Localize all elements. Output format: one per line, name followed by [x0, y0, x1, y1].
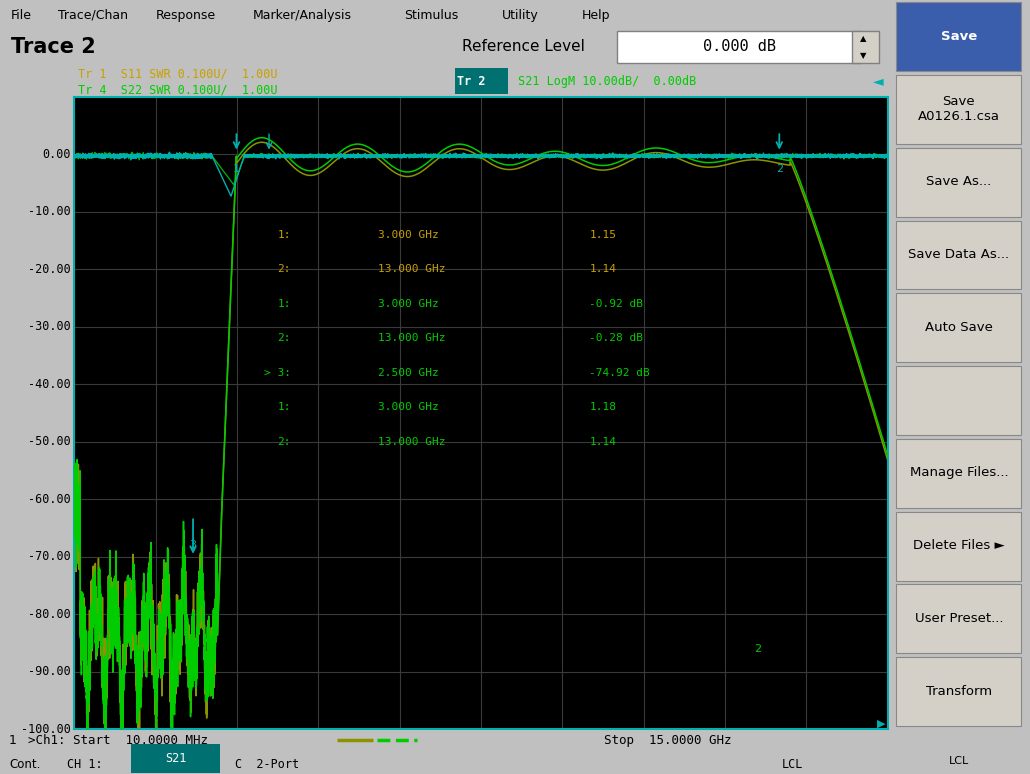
Text: -74.92 dB: -74.92 dB	[589, 368, 650, 378]
Text: Save Data As...: Save Data As...	[908, 248, 1009, 261]
Text: -0.28 dB: -0.28 dB	[589, 333, 644, 343]
FancyBboxPatch shape	[132, 744, 220, 773]
FancyBboxPatch shape	[896, 75, 1022, 144]
Text: -70.00: -70.00	[28, 550, 71, 563]
Text: Cont.: Cont.	[9, 758, 40, 771]
Text: 1.18: 1.18	[589, 402, 616, 413]
Text: 1.14: 1.14	[589, 437, 616, 447]
FancyBboxPatch shape	[853, 31, 879, 63]
Text: LCL: LCL	[782, 758, 802, 771]
Text: 1: 1	[9, 734, 16, 747]
Text: Utility: Utility	[502, 9, 539, 22]
Text: 2.500 GHz: 2.500 GHz	[378, 368, 439, 378]
Text: C  2-Port: C 2-Port	[235, 758, 300, 771]
Text: 1:: 1:	[277, 299, 290, 309]
Text: -90.00: -90.00	[28, 665, 71, 678]
Text: User Preset...: User Preset...	[915, 612, 1003, 625]
Text: Marker/Analysis: Marker/Analysis	[253, 9, 352, 22]
Text: -50.00: -50.00	[28, 435, 71, 448]
Text: 3.000 GHz: 3.000 GHz	[378, 230, 439, 240]
Text: -60.00: -60.00	[28, 493, 71, 505]
Text: 2: 2	[754, 644, 761, 653]
Text: 1: 1	[233, 163, 240, 173]
Text: LCL: LCL	[949, 756, 969, 766]
Text: Transform: Transform	[926, 685, 992, 697]
Text: 2:: 2:	[277, 333, 290, 343]
Text: -10.00: -10.00	[28, 205, 71, 218]
Text: ◄: ◄	[873, 74, 884, 88]
Text: Save: Save	[940, 30, 977, 43]
Text: Tr 4  S22 SWR 0.100U/  1.00U: Tr 4 S22 SWR 0.100U/ 1.00U	[78, 84, 278, 97]
Text: 2:: 2:	[277, 264, 290, 274]
Text: Manage Files...: Manage Files...	[909, 467, 1008, 479]
Text: 2:: 2:	[277, 437, 290, 447]
Text: S21: S21	[165, 752, 186, 765]
Text: Tr 1  S11 SWR 0.100U/  1.00U: Tr 1 S11 SWR 0.100U/ 1.00U	[78, 67, 278, 80]
Text: 1.14: 1.14	[589, 264, 616, 274]
Text: Reference Level: Reference Level	[461, 39, 585, 54]
Text: 1:: 1:	[277, 230, 290, 240]
FancyBboxPatch shape	[896, 512, 1022, 580]
Text: Delete Files ►: Delete Files ►	[913, 539, 1005, 552]
Text: CH 1:: CH 1:	[67, 758, 102, 771]
Text: Response: Response	[156, 9, 215, 22]
Text: 2: 2	[776, 163, 783, 173]
Text: 3.000 GHz: 3.000 GHz	[378, 299, 439, 309]
Text: 3.000 GHz: 3.000 GHz	[378, 402, 439, 413]
FancyBboxPatch shape	[896, 293, 1022, 362]
FancyBboxPatch shape	[896, 148, 1022, 217]
Text: Save As...: Save As...	[926, 176, 992, 188]
Text: -40.00: -40.00	[28, 378, 71, 391]
Text: Trace/Chan: Trace/Chan	[58, 9, 128, 22]
FancyBboxPatch shape	[455, 68, 508, 94]
FancyBboxPatch shape	[896, 2, 1022, 71]
Text: ▶: ▶	[878, 719, 886, 729]
Text: Stop  15.0000 GHz: Stop 15.0000 GHz	[604, 734, 731, 747]
Text: 0.00: 0.00	[42, 148, 71, 161]
Text: Tr 2: Tr 2	[457, 75, 486, 87]
Text: S21 LogM 10.00dB/  0.00dB: S21 LogM 10.00dB/ 0.00dB	[511, 75, 696, 87]
Text: -30.00: -30.00	[28, 320, 71, 333]
Text: 0.000 dB: 0.000 dB	[703, 39, 776, 54]
FancyBboxPatch shape	[896, 584, 1022, 653]
Text: Trace 2: Trace 2	[10, 37, 96, 57]
Text: Help: Help	[582, 9, 610, 22]
Text: ▲: ▲	[860, 34, 866, 43]
FancyBboxPatch shape	[896, 366, 1022, 435]
Text: 13.000 GHz: 13.000 GHz	[378, 264, 445, 274]
Text: > 3:: > 3:	[264, 368, 290, 378]
Text: 1.15: 1.15	[589, 230, 616, 240]
Text: 13.000 GHz: 13.000 GHz	[378, 333, 445, 343]
Text: 3: 3	[190, 540, 197, 550]
Text: 1:: 1:	[277, 402, 290, 413]
Text: >Ch1: Start  10.0000 MHz: >Ch1: Start 10.0000 MHz	[29, 734, 208, 747]
Text: File: File	[10, 9, 32, 22]
Text: 13.000 GHz: 13.000 GHz	[378, 437, 445, 447]
Text: Save
A0126.1.csa: Save A0126.1.csa	[918, 95, 1000, 123]
FancyBboxPatch shape	[896, 439, 1022, 508]
Text: -0.92 dB: -0.92 dB	[589, 299, 644, 309]
Text: ▼: ▼	[860, 50, 866, 60]
FancyBboxPatch shape	[896, 657, 1022, 726]
Text: -20.00: -20.00	[28, 262, 71, 276]
Text: -80.00: -80.00	[28, 608, 71, 621]
FancyBboxPatch shape	[896, 221, 1022, 289]
Text: -100.00: -100.00	[22, 723, 71, 735]
Text: Auto Save: Auto Save	[925, 321, 993, 334]
Text: Stimulus: Stimulus	[404, 9, 458, 22]
FancyBboxPatch shape	[617, 31, 861, 63]
